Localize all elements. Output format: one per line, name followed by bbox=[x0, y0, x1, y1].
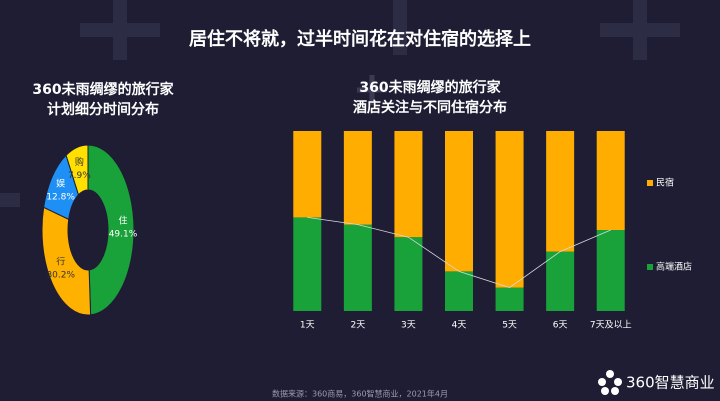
slice-value-label: 49.1% bbox=[109, 230, 138, 240]
bar-segment bbox=[596, 131, 625, 230]
decoration bbox=[0, 0, 680, 207]
x-tick-label: 4天 bbox=[452, 321, 467, 331]
slice-category: 住 bbox=[118, 215, 127, 227]
x-tick-label: 5天 bbox=[502, 321, 517, 331]
logo-text: 360智慧商业 bbox=[626, 374, 715, 392]
legend-label: 民宿 bbox=[656, 177, 674, 189]
slice-value-label: 7.9% bbox=[68, 171, 91, 181]
bar-segment bbox=[596, 230, 625, 311]
x-tick-label: 2天 bbox=[350, 321, 365, 331]
x-tick-label: 7天及以上 bbox=[590, 320, 632, 331]
bar-segment bbox=[394, 131, 423, 238]
x-tick-label: 6天 bbox=[553, 321, 568, 331]
source-note: 数据来源：360商易，360智慧商业，2021年4月 bbox=[272, 389, 448, 399]
bar-segment bbox=[394, 237, 423, 311]
logo-dot bbox=[601, 387, 609, 395]
logo-dot bbox=[606, 370, 614, 378]
logo: 360智慧商业 bbox=[598, 370, 715, 395]
slide-title: 居住不将就，过半时间花在对住宿的选择上 bbox=[189, 28, 531, 50]
chart-title: 360未雨绸缪的旅行家 bbox=[359, 79, 501, 96]
background-cross bbox=[0, 0, 680, 207]
bar-segment bbox=[343, 131, 372, 225]
chart-title: 计划细分时间分布 bbox=[47, 101, 159, 118]
connector-line bbox=[307, 217, 611, 289]
logo-dot bbox=[614, 378, 622, 386]
slice-category: 娱 bbox=[56, 178, 65, 190]
bar-segment bbox=[495, 287, 524, 311]
donut-slice bbox=[41, 206, 92, 316]
legend-label: 高端酒店 bbox=[656, 261, 692, 273]
bar-segment bbox=[293, 217, 322, 311]
bar-segment bbox=[495, 131, 524, 288]
x-tick-label: 3天 bbox=[401, 321, 416, 331]
bar-segment bbox=[445, 131, 473, 272]
slice-value-label: 30.2% bbox=[46, 271, 75, 281]
bar-segment bbox=[293, 131, 322, 218]
bar-segment bbox=[546, 251, 575, 311]
chart-title: 酒店关注与不同住宿分布 bbox=[353, 99, 507, 116]
chart-title: 360未雨绸缪的旅行家 bbox=[32, 81, 174, 98]
bar-segment bbox=[343, 224, 372, 311]
donut-slice bbox=[87, 144, 135, 316]
bar-segment bbox=[445, 271, 473, 311]
bar-segment bbox=[546, 131, 575, 252]
x-tick-label: 1天 bbox=[300, 321, 315, 331]
slice-value-label: 12.8% bbox=[46, 193, 75, 203]
slice-category: 行 bbox=[56, 256, 65, 268]
donut-slice bbox=[65, 144, 89, 196]
legend-swatch bbox=[647, 264, 653, 270]
legend-swatch bbox=[647, 180, 653, 186]
logo-dot bbox=[611, 387, 619, 395]
logo-dot bbox=[598, 378, 606, 386]
plus-icon bbox=[357, 75, 387, 105]
slice-category: 购 bbox=[75, 156, 84, 168]
